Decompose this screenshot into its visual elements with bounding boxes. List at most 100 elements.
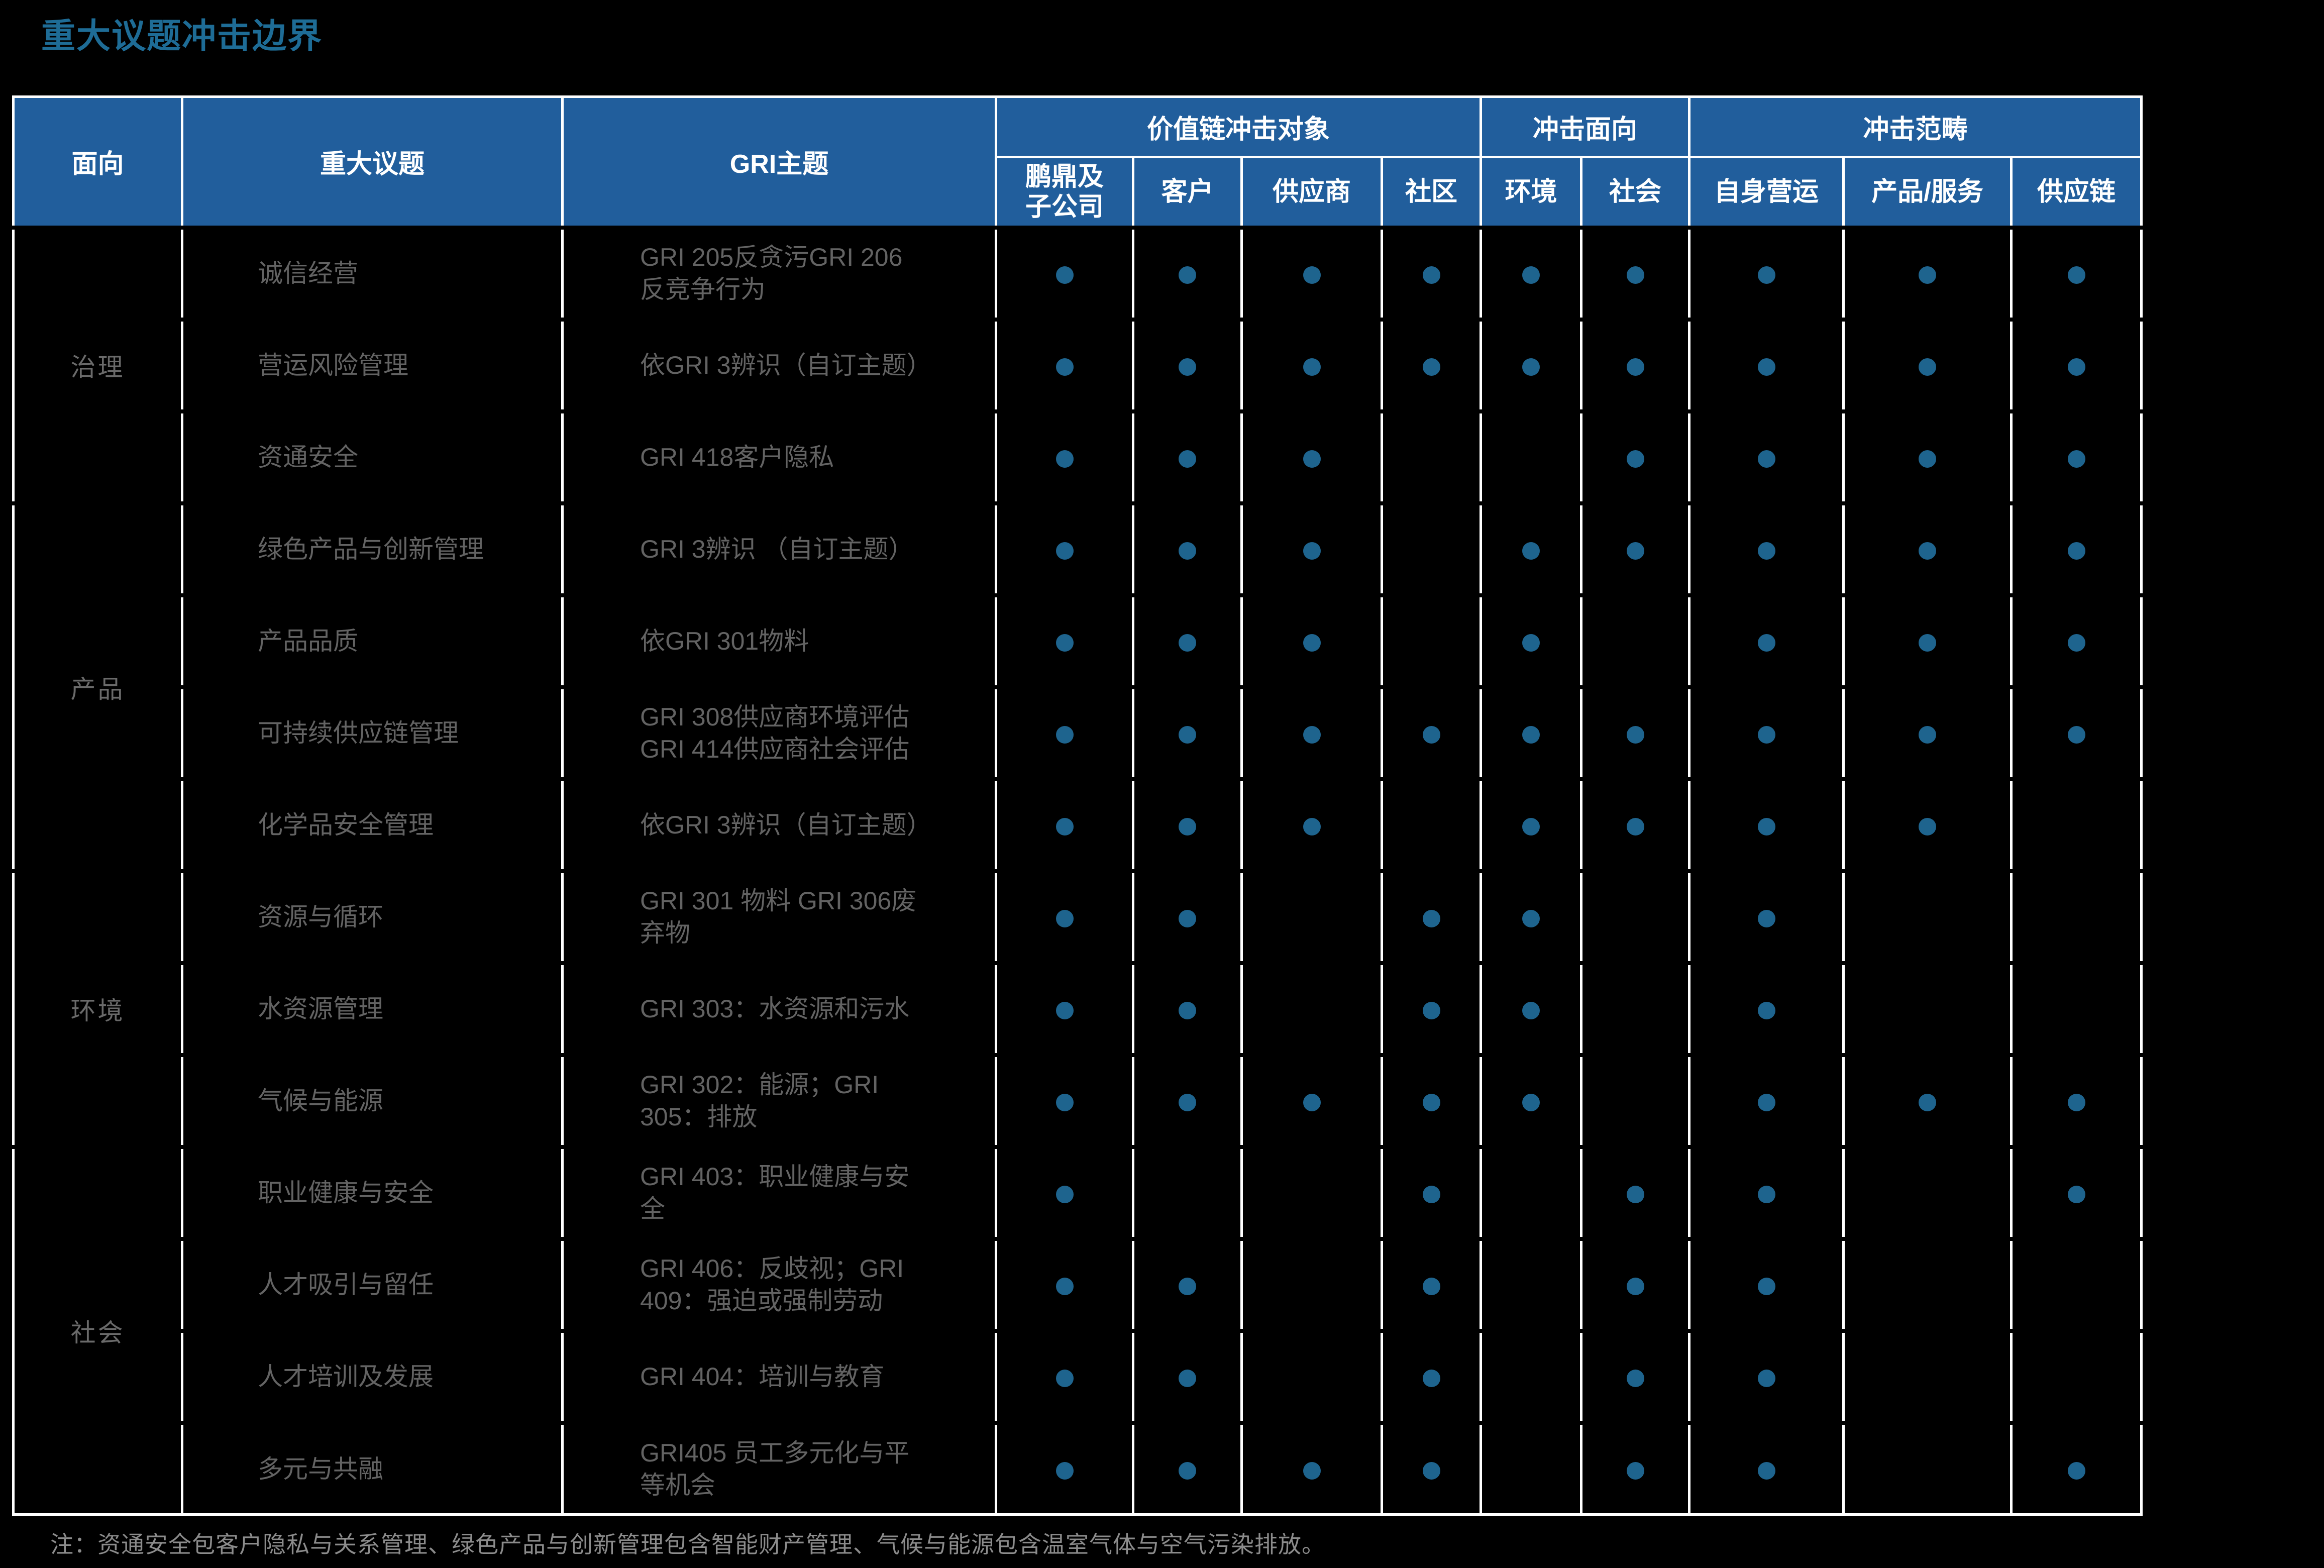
impact-dot — [1179, 634, 1196, 652]
impact-dot — [2067, 450, 2085, 468]
aspect-cell: 治理 — [12, 225, 183, 503]
dot-cell-供应链 — [2010, 225, 2143, 320]
topic-cell: 营运风险管理 — [181, 317, 564, 411]
dot-cell-社会 — [1580, 685, 1691, 779]
impact-dot — [1055, 726, 1074, 744]
impact-dot — [1757, 1462, 1775, 1480]
dot-cell-环境 — [1480, 777, 1583, 871]
dot-cell-环境 — [1480, 1420, 1583, 1515]
impact-dot — [1422, 1186, 1440, 1204]
dot-cell-社区 — [1380, 777, 1483, 871]
dot-cell-社会 — [1580, 777, 1691, 871]
impact-dot — [1919, 542, 1937, 560]
dot-cell-环境 — [1480, 1053, 1583, 1147]
dot-cell-客户 — [1132, 1144, 1243, 1239]
dot-cell-社区 — [1380, 1236, 1483, 1331]
dot-cell-社会 — [1580, 1144, 1691, 1239]
impact-dot — [1757, 542, 1775, 560]
impact-dot — [1522, 1002, 1540, 1020]
dot-cell-自身营运 — [1688, 777, 1845, 871]
aspect-cell: 产品 — [12, 501, 183, 871]
dot-cell-供应链 — [2010, 1053, 2143, 1147]
topic-cell: 资源与循环 — [181, 869, 564, 963]
dot-cell-供应链 — [2010, 961, 2143, 1055]
gri-cell: GRI 418客户隐私 — [561, 409, 997, 503]
impact-dot — [1757, 1094, 1775, 1112]
impact-dot — [1757, 910, 1775, 928]
impact-dot — [1422, 358, 1440, 376]
dot-cell-自身营运 — [1688, 685, 1845, 779]
impact-dot — [1757, 450, 1775, 468]
dot-cell-鹏鼎及子公司 — [995, 1420, 1134, 1515]
footnote: 注：资通安全包客户隐私与关系管理、绿色产品与创新管理包含智能财产管理、气候与能源… — [50, 1531, 1325, 1557]
header-topic: 重大议题 — [181, 95, 564, 229]
impact-dot — [2067, 266, 2085, 284]
dot-cell-供应商 — [1240, 685, 1383, 779]
dot-cell-环境 — [1480, 1328, 1583, 1423]
impact-dot — [1055, 910, 1074, 928]
impact-dot — [1179, 1370, 1196, 1388]
table-row: 治理 诚信经营 GRI 205反贪污GRI 206 反竞争行为 — [12, 225, 2143, 503]
topic-cell: 资通安全 — [181, 409, 564, 503]
impact-dot — [1303, 726, 1321, 744]
table-row: 化学品安全管理 依GRI 3辨识（自订主题） — [14, 777, 2143, 871]
impact-dot — [1626, 266, 1644, 284]
dot-cell-客户 — [1132, 317, 1243, 411]
dot-cell-客户 — [1132, 1236, 1243, 1331]
dot-cell-社区 — [1380, 1420, 1483, 1515]
impact-dot — [1757, 358, 1775, 376]
impact-dot — [2067, 726, 2085, 744]
impact-dot — [1422, 1094, 1440, 1112]
subheader-0-3: 社区 — [1380, 156, 1483, 229]
gri-cell: GRI 406：反歧视；GRI 409：强迫或强制劳动 — [561, 1236, 997, 1331]
dot-cell-产品/服务 — [1842, 1144, 2013, 1239]
impact-dot — [2067, 542, 2085, 560]
subheader-2-1: 产品/服务 — [1842, 156, 2013, 229]
dot-cell-环境 — [1480, 501, 1583, 595]
dot-cell-自身营运 — [1688, 409, 1845, 503]
dot-cell-环境 — [1480, 317, 1583, 411]
impact-dot — [2067, 1094, 2085, 1112]
subheader-2-2: 供应链 — [2010, 156, 2143, 229]
dot-cell-鹏鼎及子公司 — [995, 1144, 1134, 1239]
impact-dot — [1055, 542, 1074, 560]
gri-cell: GRI 404：培训与教育 — [561, 1328, 997, 1423]
dot-cell-环境 — [1480, 593, 1583, 687]
dot-cell-客户 — [1132, 501, 1243, 595]
impact-dot — [1919, 358, 1937, 376]
dot-cell-鹏鼎及子公司 — [995, 777, 1134, 871]
impact-dot — [1757, 266, 1775, 284]
dot-cell-鹏鼎及子公司 — [995, 685, 1134, 779]
impact-dot — [1757, 1002, 1775, 1020]
impact-dot — [1179, 818, 1196, 836]
materiality-table: 面向 重大议题 GRI主题 价值链冲击对象 冲击面向 冲击范畴 鹏鼎及 子公司客… — [12, 95, 2143, 1516]
subheader-0-0: 鹏鼎及 子公司 — [995, 156, 1134, 229]
dot-cell-产品/服务 — [1842, 1236, 2013, 1331]
topic-cell: 职业健康与安全 — [181, 1144, 564, 1239]
dot-cell-供应商 — [1240, 1144, 1383, 1239]
table-body: 治理 诚信经营 GRI 205反贪污GRI 206 反竞争行为 营运风险管理 依GRI … — [12, 225, 2143, 1515]
gri-cell: GRI 301 物料 GRI 306废 弃物 — [561, 869, 997, 963]
impact-dot — [1757, 634, 1775, 652]
dot-cell-社会 — [1580, 1053, 1691, 1147]
dot-cell-社会 — [1580, 1328, 1691, 1423]
subheader-1-1: 社会 — [1580, 156, 1691, 229]
dot-cell-鹏鼎及子公司 — [995, 593, 1134, 687]
dot-cell-产品/服务 — [1842, 501, 2013, 595]
aspect-cell: 环境 — [12, 869, 183, 1147]
impact-dot — [1522, 542, 1540, 560]
impact-dot — [1179, 450, 1196, 468]
table-row: 人才培训及发展 GRI 404：培训与教育 — [14, 1328, 2143, 1423]
impact-dot — [1626, 1186, 1644, 1204]
dot-cell-鹏鼎及子公司 — [995, 1236, 1134, 1331]
dot-cell-自身营运 — [1688, 225, 1845, 320]
dot-cell-社区 — [1380, 1053, 1483, 1147]
dot-cell-自身营运 — [1688, 1328, 1845, 1423]
dot-cell-供应链 — [2010, 409, 2143, 503]
impact-dot — [2067, 1462, 2085, 1480]
topic-cell: 绿色产品与创新管理 — [181, 501, 564, 595]
table-row: 多元与共融 GRI405 员工多元化与平 等机会 — [14, 1420, 2143, 1515]
impact-dot — [1055, 1370, 1074, 1388]
dot-cell-产品/服务 — [1842, 685, 2013, 779]
dot-cell-产品/服务 — [1842, 961, 2013, 1055]
